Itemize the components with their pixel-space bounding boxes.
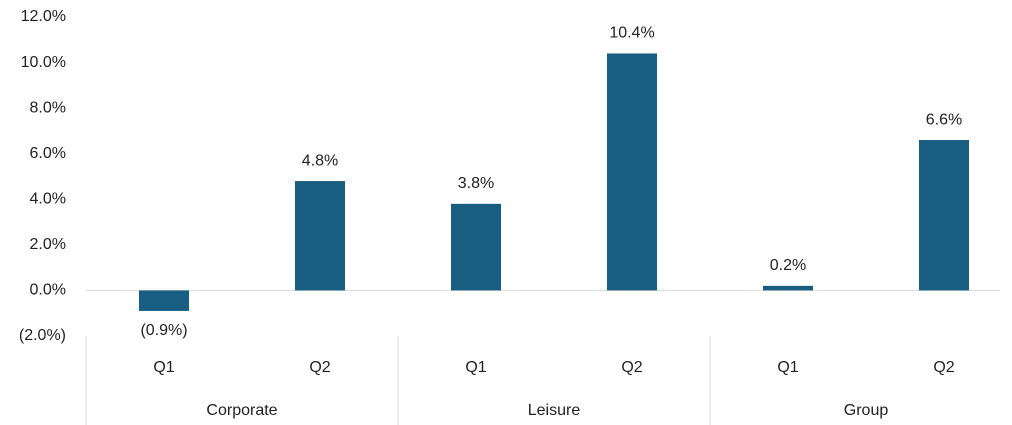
x-tick-label: Q2 [621, 359, 642, 376]
bar [295, 181, 345, 291]
bar [763, 285, 813, 291]
x-tick-label: Q1 [777, 359, 798, 376]
group-label: Leisure [528, 402, 581, 419]
bar [607, 53, 657, 291]
data-label: 4.8% [302, 152, 338, 169]
data-label: 6.6% [926, 111, 962, 128]
y-tick-label: 10.0% [21, 54, 66, 71]
x-tick-label: Q2 [933, 359, 954, 376]
bar [451, 203, 501, 291]
data-label: 0.2% [770, 257, 806, 274]
x-tick-label: Q1 [465, 359, 486, 376]
x-tick-label: Q2 [309, 359, 330, 376]
y-tick-label: 0.0% [30, 282, 66, 299]
bar [139, 290, 189, 311]
y-tick-label: 6.0% [30, 145, 66, 162]
y-tick-label: 12.0% [21, 8, 66, 25]
bar [919, 140, 969, 291]
y-tick-label: 8.0% [30, 99, 66, 116]
data-label: 3.8% [458, 175, 494, 192]
x-tick-label: Q1 [153, 359, 174, 376]
data-label: 10.4% [609, 25, 654, 42]
y-tick-label: 2.0% [30, 236, 66, 253]
group-label: Group [844, 402, 889, 419]
data-label: (0.9%) [140, 322, 187, 339]
group-label: Corporate [206, 402, 277, 419]
y-tick-label: 4.0% [30, 191, 66, 208]
y-tick-label: (2.0%) [19, 327, 66, 344]
